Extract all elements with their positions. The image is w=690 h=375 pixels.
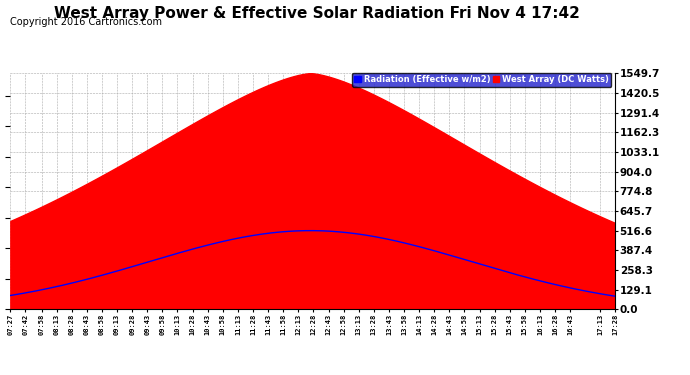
Text: Copyright 2016 Cartronics.com: Copyright 2016 Cartronics.com [10, 17, 162, 27]
Legend: Radiation (Effective w/m2), West Array (DC Watts): Radiation (Effective w/m2), West Array (… [352, 73, 611, 87]
Text: West Array Power & Effective Solar Radiation Fri Nov 4 17:42: West Array Power & Effective Solar Radia… [55, 6, 580, 21]
